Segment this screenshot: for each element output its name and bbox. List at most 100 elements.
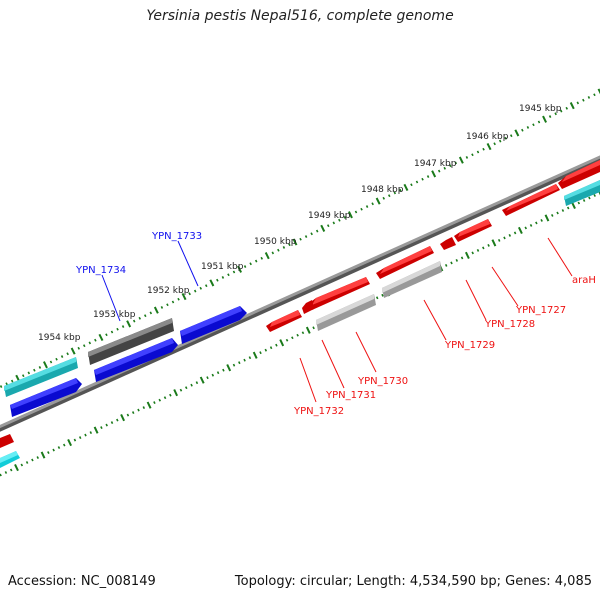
minor-tick: [360, 207, 363, 211]
minor-tick: [163, 396, 167, 400]
minor-tick: [166, 303, 169, 307]
minor-tick: [529, 224, 533, 227]
major-tick: [431, 170, 437, 178]
minor-tick: [537, 120, 541, 124]
minor-tick: [444, 263, 448, 267]
reverse-strand-features: [0, 160, 600, 468]
minor-tick: [312, 326, 315, 330]
minor-tick: [232, 270, 236, 274]
minor-tick: [190, 383, 193, 387]
kbp-label: 1954 kbp: [38, 333, 81, 343]
minor-tick: [216, 278, 219, 282]
minor-tick: [49, 360, 53, 364]
inner-tick-track: [0, 189, 600, 477]
minor-tick: [487, 243, 490, 247]
major-tick: [279, 339, 285, 347]
major-tick: [199, 376, 205, 384]
major-tick: [305, 326, 311, 334]
gene-label-ypn-1730: YPN_1730: [357, 376, 408, 387]
minor-tick: [38, 366, 42, 369]
minor-tick: [582, 98, 585, 102]
major-tick: [209, 279, 215, 287]
minor-tick: [482, 147, 485, 151]
kbp-labels: 1945 kbp 1946 kbp 1947 kbp 1948 kbp 1949…: [38, 104, 562, 343]
minor-tick: [55, 357, 58, 361]
minor-tick: [513, 231, 517, 235]
minor-tick: [232, 363, 236, 367]
minor-tick: [33, 368, 36, 372]
minor-tick: [503, 236, 506, 240]
minor-tick: [471, 153, 474, 157]
minor-tick: [227, 273, 230, 277]
major-tick: [571, 201, 576, 210]
minor-tick: [4, 471, 8, 474]
gene-label-ypn-1732: YPN_1732: [293, 406, 344, 417]
kbp-label: 1948 kbp: [361, 185, 404, 195]
major-tick: [597, 88, 600, 95]
gene-block-reverse: [0, 434, 14, 448]
minor-tick: [282, 246, 286, 249]
minor-tick: [437, 169, 441, 173]
gene-block-reverse: [440, 237, 456, 250]
major-tick: [514, 129, 520, 137]
major-tick: [292, 238, 298, 246]
minor-tick: [561, 209, 565, 212]
major-tick: [544, 214, 550, 222]
minor-tick: [338, 218, 341, 222]
minor-tick: [238, 361, 241, 365]
major-tick: [120, 413, 126, 422]
minor-tick: [62, 443, 66, 447]
minor-tick: [116, 327, 119, 331]
minor-tick: [271, 251, 275, 255]
major-tick: [569, 102, 575, 110]
major-tick: [264, 252, 270, 260]
minor-tick: [248, 356, 252, 360]
minor-tick: [315, 229, 319, 233]
minor-tick: [493, 142, 496, 146]
kbp-label: 1952 kbp: [147, 286, 190, 296]
minor-tick: [332, 221, 336, 225]
minor-tick: [171, 300, 175, 304]
minor-tick: [221, 276, 225, 279]
minor-tick: [94, 338, 97, 342]
major-tick: [464, 251, 470, 260]
major-tick: [458, 156, 464, 164]
minor-tick: [121, 325, 125, 328]
minor-tick: [105, 333, 108, 337]
minor-tick: [27, 371, 31, 375]
minor-tick: [285, 338, 289, 342]
map-title: Yersinia pestis Nepal516, complete genom…: [146, 8, 454, 24]
minor-tick: [304, 235, 308, 238]
major-tick: [226, 364, 232, 372]
minor-tick: [524, 226, 528, 230]
minor-tick: [526, 126, 530, 129]
minor-tick: [57, 446, 61, 449]
minor-tick: [277, 248, 280, 252]
minor-tick: [47, 451, 50, 454]
minor-tick: [143, 314, 147, 318]
minor-tick: [443, 166, 447, 170]
inner-leader-lines: [299, 237, 573, 403]
minor-tick: [84, 433, 87, 437]
minor-tick: [25, 461, 29, 464]
minor-tick: [116, 418, 119, 422]
minor-tick: [243, 265, 247, 268]
minor-tick: [450, 261, 453, 265]
minor-tick: [550, 214, 554, 217]
minor-tick: [465, 156, 469, 159]
minor-tick: [21, 374, 25, 378]
minor-tick: [36, 456, 40, 459]
minor-tick: [0, 385, 3, 388]
major-tick: [252, 351, 258, 359]
gene-label-arah: araH: [572, 275, 596, 286]
minor-tick: [310, 232, 313, 236]
kbp-label: 1950 kbp: [254, 237, 297, 247]
minor-tick: [88, 341, 92, 345]
minor-tick: [582, 199, 586, 202]
major-tick: [181, 292, 187, 301]
minor-tick: [77, 346, 81, 350]
minor-tick: [593, 93, 596, 97]
minor-tick: [454, 161, 458, 165]
minor-tick: [269, 346, 273, 350]
genome-backbone: [0, 155, 600, 432]
